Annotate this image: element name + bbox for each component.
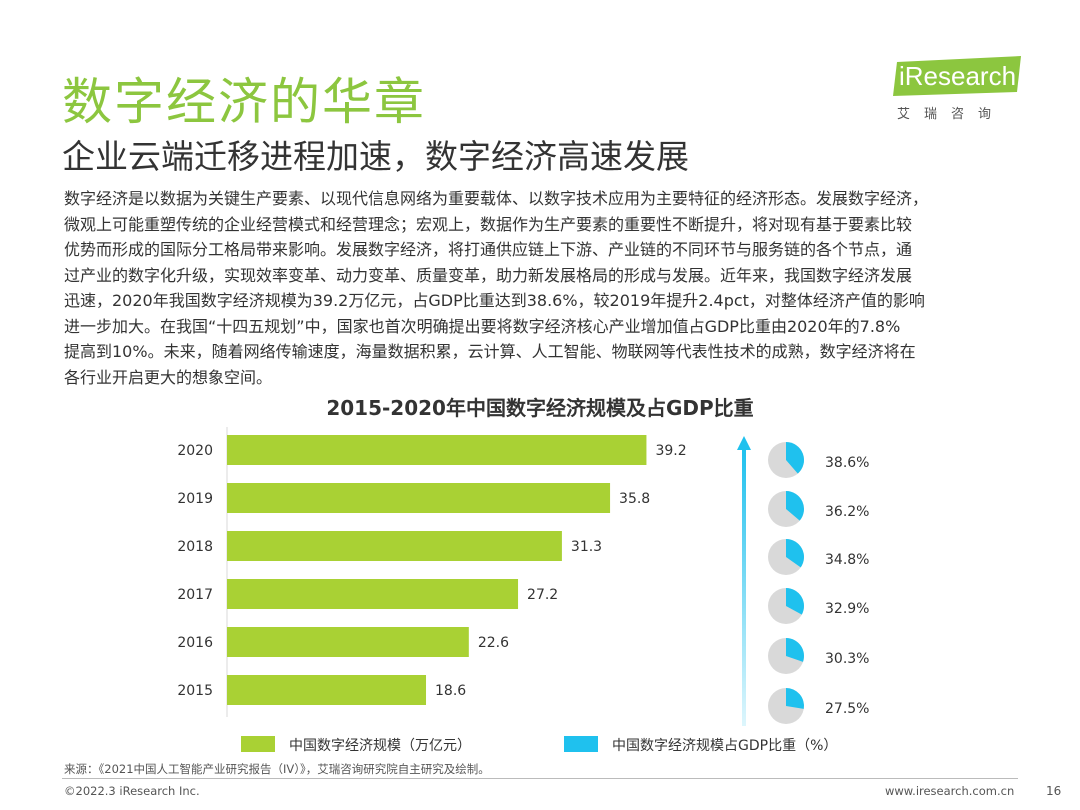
chart-title: 2015-2020年中国数字经济规模及占GDP比重 [326, 396, 754, 420]
growth-arrow-shaft [742, 448, 746, 726]
source-note: 来源：《2021中国人工智能产业研究报告（IV）》，艾瑞咨询研究院自主研究及绘制… [64, 762, 490, 776]
copyright: ©2022.3 iResearch Inc. [64, 784, 200, 798]
category-label: 2019 [177, 491, 213, 507]
body-line: 微观上可能重塑传统的企业经营模式和经营理念；宏观上，数据作为生产要素的重要性不断… [64, 214, 913, 234]
page-title: 数字经济的华章 [62, 73, 426, 131]
pie-value-label: 30.3% [825, 651, 869, 667]
bar-value-label: 39.2 [655, 443, 686, 459]
legend-pie-label: 中国数字经济规模占GDP比重（%） [612, 738, 838, 754]
pie-value-label: 34.8% [825, 552, 869, 568]
bar-value-label: 31.3 [571, 539, 602, 555]
body-line: 进一步加大。在我国“十四五规划”中，国家也首次明确提出要将数字经济核心产业增加值… [64, 316, 901, 336]
body-line: 优势而形成的国际分工格局带来影响。发展数字经济，将打通供应链上下游、产业链的不同… [64, 240, 913, 259]
body-line: 提高到10%。未来，随着网络传输速度，海量数据积累，云计算、人工智能、物联网等代… [64, 342, 916, 361]
bar-value-label: 35.8 [619, 491, 650, 507]
legend-bar-label: 中国数字经济规模（万亿元） [289, 738, 471, 754]
bar [227, 675, 427, 705]
logo-brand: iResearch [899, 61, 1017, 91]
page-number: 16 [1046, 784, 1062, 798]
body-line: 各行业开启更大的想象空间。 [64, 367, 273, 387]
bar-value-label: 27.2 [527, 587, 558, 603]
footer-divider [62, 778, 1018, 779]
pie-value-label: 32.9% [825, 601, 869, 617]
bar [227, 435, 647, 465]
pie-slice [786, 688, 805, 709]
bar [227, 579, 519, 609]
logo-cn: 艾瑞咨询 [897, 107, 1006, 122]
bar [227, 531, 562, 561]
pie-value-label: 27.5% [825, 701, 869, 717]
legend-pie-swatch [564, 736, 598, 752]
legend-bar-swatch [241, 736, 275, 752]
category-label: 2015 [177, 683, 213, 699]
category-label: 2018 [177, 539, 213, 555]
category-label: 2017 [177, 587, 213, 603]
pie-slice [786, 539, 804, 568]
pie-slice [786, 491, 804, 521]
bar-value-label: 22.6 [478, 635, 509, 651]
category-label: 2016 [177, 635, 213, 651]
logo-badge [893, 56, 1021, 96]
page-subtitle: 企业云端迁移进程加速，数字经济高速发展 [62, 137, 689, 176]
bar-value-label: 18.6 [435, 683, 466, 699]
bar [227, 627, 469, 657]
pie-value-label: 36.2% [825, 504, 869, 520]
iresearch-logo: iResearch 艾瑞咨询 [893, 56, 1023, 124]
body-paragraph: 数字经济是以数据为关键生产要素、以现代信息网络为重要载体、以数字技术应用为主要特… [64, 186, 1034, 390]
bar [227, 483, 611, 513]
pie-slice [786, 442, 805, 474]
pie-slice [786, 638, 804, 662]
website-link[interactable]: www.iresearch.com.cn [885, 784, 1015, 798]
pie-slice [786, 588, 805, 615]
growth-arrow-head [737, 436, 751, 450]
category-label: 2020 [177, 443, 213, 459]
body-line: 迅速，2020年我国数字经济规模为39.2万亿元，占GDP比重达到38.6%，较… [64, 291, 925, 310]
body-line: 数字经济是以数据为关键生产要素、以现代信息网络为重要载体、以数字技术应用为主要特… [64, 189, 929, 208]
pie-value-label: 38.6% [825, 455, 869, 471]
body-line: 过产业的数字化升级，实现效率变革、动力变革、质量变革，助力新发展格局的形成与发展… [64, 265, 913, 285]
